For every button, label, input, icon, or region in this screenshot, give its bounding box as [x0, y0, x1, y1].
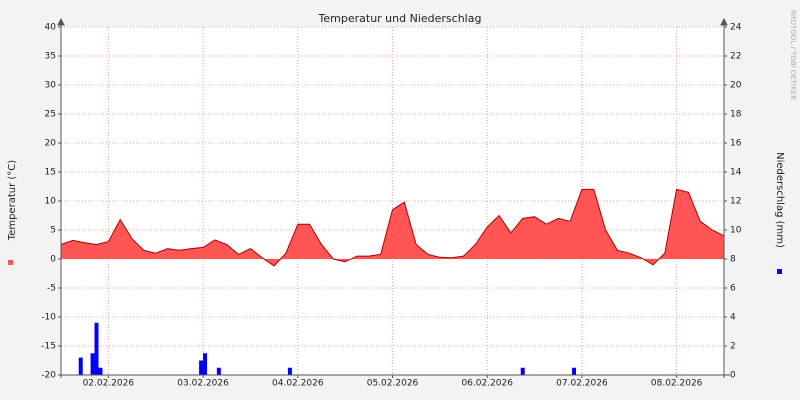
- temperature-line: [60, 188, 725, 267]
- y-tick-label: 10: [45, 197, 57, 207]
- y-axis-label: Temperatur (°C): [7, 160, 18, 241]
- y-tick-label: 35: [45, 52, 56, 62]
- y-tick-label: 20: [45, 139, 57, 149]
- precipitation-bar: [287, 367, 292, 375]
- y-tick-label: 0: [50, 255, 56, 265]
- x-tick-label: 08.02.2026: [651, 379, 703, 389]
- y2-axis-label: Niederschlag (mm): [774, 152, 785, 248]
- precipitation-bar: [98, 367, 103, 375]
- y2-tick-label: 20: [730, 81, 742, 91]
- x-tick-label: 05.02.2026: [367, 379, 419, 389]
- y2-tick-label: 8: [730, 255, 736, 265]
- y2-tick-label: 4: [730, 313, 736, 323]
- chart-title: Temperatur und Niederschlag: [318, 12, 482, 25]
- x-tick-label: 07.02.2026: [556, 379, 608, 389]
- axis-arrow: [720, 17, 728, 26]
- axes: [57, 17, 730, 378]
- y-tick-label: 40: [45, 23, 57, 33]
- y2-tick-label: 18: [730, 110, 742, 120]
- temperature-area: [61, 189, 724, 266]
- precipitation-bar: [78, 357, 83, 375]
- y-tick-label: -10: [41, 313, 56, 323]
- y2-tick-label: 6: [730, 284, 736, 294]
- precipitation-bar: [203, 353, 208, 375]
- y2-tick-label: 24: [730, 23, 742, 33]
- y2-tick-label: 2: [730, 342, 736, 352]
- precipitation-bar: [90, 353, 95, 375]
- axis-arrow: [57, 17, 65, 26]
- precipitation-bar: [572, 367, 577, 375]
- y-tick-label: 25: [45, 110, 56, 120]
- y2-tick-label: 16: [730, 139, 742, 149]
- y2-tick-label: 0: [730, 371, 736, 381]
- y-tick-label: 15: [45, 168, 56, 178]
- y2-tick-label: 22: [730, 52, 741, 62]
- watermark: RRDTOOL / TOBI OETIKER: [789, 10, 797, 100]
- y2-tick-label: 14: [730, 168, 742, 178]
- x-tick-label: 02.02.2026: [83, 379, 135, 389]
- x-tick-label: 04.02.2026: [272, 379, 324, 389]
- y2-tick-label: 10: [730, 226, 742, 236]
- x-tick-label: 03.02.2026: [177, 379, 229, 389]
- precipitation-bar: [216, 367, 221, 375]
- precipitation-bar: [520, 367, 525, 375]
- y-tick-label: 5: [50, 226, 56, 236]
- precipitation-bar: [94, 322, 99, 375]
- precipitation-bar: [199, 360, 204, 375]
- y-tick-label: -5: [47, 284, 56, 294]
- legend-marker: [8, 260, 13, 265]
- legend-marker: [777, 269, 782, 274]
- x-tick-label: 06.02.2026: [461, 379, 513, 389]
- y2-tick-label: 12: [730, 197, 741, 207]
- y-tick-label: -15: [41, 342, 56, 352]
- y-tick-label: 30: [45, 81, 57, 91]
- y-tick-label: -20: [41, 371, 56, 381]
